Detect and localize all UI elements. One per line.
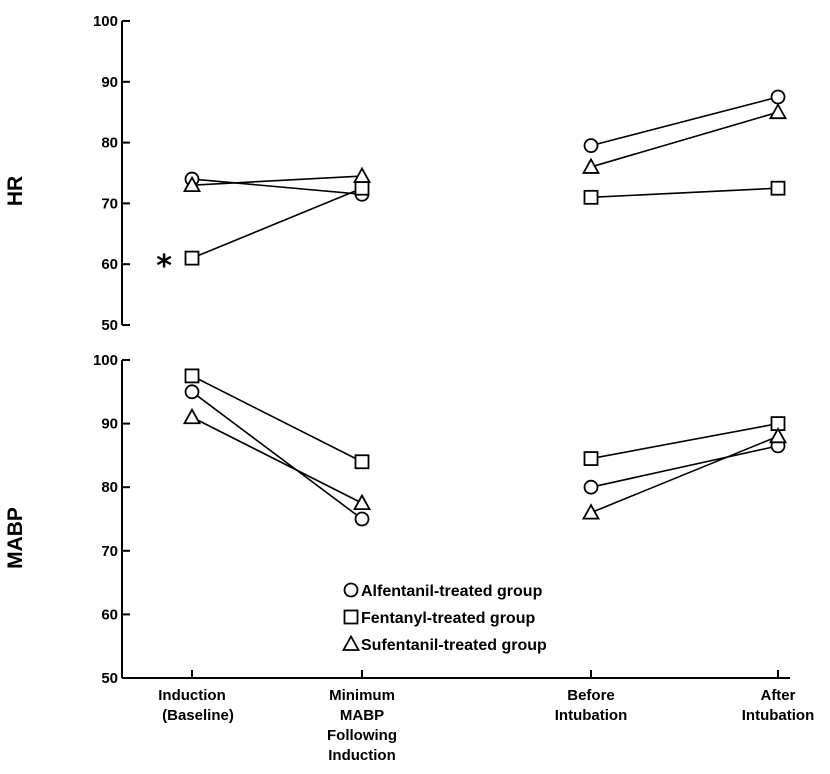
- y-tick-label: 80: [101, 135, 118, 152]
- data-point-square: [184, 368, 200, 384]
- y-tick-label: 60: [101, 256, 118, 273]
- data-point-triangle: [182, 175, 202, 193]
- legend-marker-triangle: [341, 634, 361, 651]
- x-tick-label: After Intubation: [742, 687, 814, 724]
- legend-marker-circle: [343, 582, 359, 598]
- data-point-circle: [354, 511, 370, 527]
- series-line: [191, 187, 363, 259]
- legend-marker-square: [343, 609, 359, 625]
- legend-label: Fentanyl-treated group: [361, 610, 535, 627]
- data-point-square: [583, 189, 599, 205]
- data-point-triangle: [581, 157, 601, 174]
- series-line: [590, 445, 779, 488]
- y-tick-label: 50: [101, 317, 118, 334]
- series-line: [191, 178, 363, 196]
- y-tick-label: 50: [101, 670, 118, 687]
- data-point-square: [770, 180, 786, 196]
- data-point-circle: [583, 138, 599, 154]
- y-tick-label: 90: [101, 416, 118, 433]
- significance-asterisk: *: [156, 249, 172, 284]
- y-tick-label: 100: [93, 352, 118, 369]
- y-tick-label: 80: [101, 479, 118, 496]
- series-line: [191, 416, 363, 504]
- data-point-triangle: [768, 426, 788, 444]
- data-point-square: [184, 250, 200, 266]
- series-line: [191, 175, 363, 186]
- x-tick-label: Induction (Baseline): [158, 687, 234, 724]
- data-point-triangle: [352, 493, 372, 511]
- y-tick-label: 70: [101, 543, 118, 560]
- data-point-square: [583, 451, 599, 466]
- panel-hr: 50 60 70 80 90 100 HR *: [4, 13, 788, 334]
- series-line: [191, 375, 363, 463]
- series-line: [590, 111, 779, 168]
- data-point-triangle: [352, 166, 372, 183]
- series-line: [590, 435, 779, 514]
- series-line: [590, 96, 779, 147]
- series-line: [191, 391, 363, 520]
- data-point-square: [354, 180, 370, 196]
- data-point-triangle: [182, 407, 202, 425]
- series-line: [590, 422, 779, 460]
- x-axis: Induction (Baseline) Minimum MABP Following I…: [122, 670, 814, 764]
- panel-mabp: 50 60 70 80 90 100 MABP: [4, 352, 788, 687]
- data-point-triangle: [768, 102, 788, 120]
- y-tick-label: 70: [101, 195, 118, 212]
- legend-label: Sufentanil-treated group: [361, 637, 547, 654]
- data-point-square: [354, 454, 370, 470]
- y-axis-label-mabp: MABP: [4, 507, 27, 569]
- series-line: [590, 187, 779, 199]
- data-point-triangle: [581, 503, 601, 520]
- data-point-circle: [184, 384, 200, 400]
- data-point-circle: [583, 479, 599, 495]
- x-tick-label: Before Intubation: [555, 687, 627, 724]
- legend-label: Alfentanil-treated group: [361, 583, 543, 600]
- x-tick-label: Minimum MABP Following Induction: [327, 687, 397, 764]
- y-tick-label: 100: [93, 13, 118, 30]
- data-point-circle: [770, 89, 786, 105]
- y-tick-label: 60: [101, 606, 118, 623]
- y-tick-label: 90: [101, 74, 118, 91]
- y-axis-label-hr: HR: [4, 176, 27, 206]
- legend: Alfentanil-treated group Fentanyl-treated…: [341, 582, 547, 654]
